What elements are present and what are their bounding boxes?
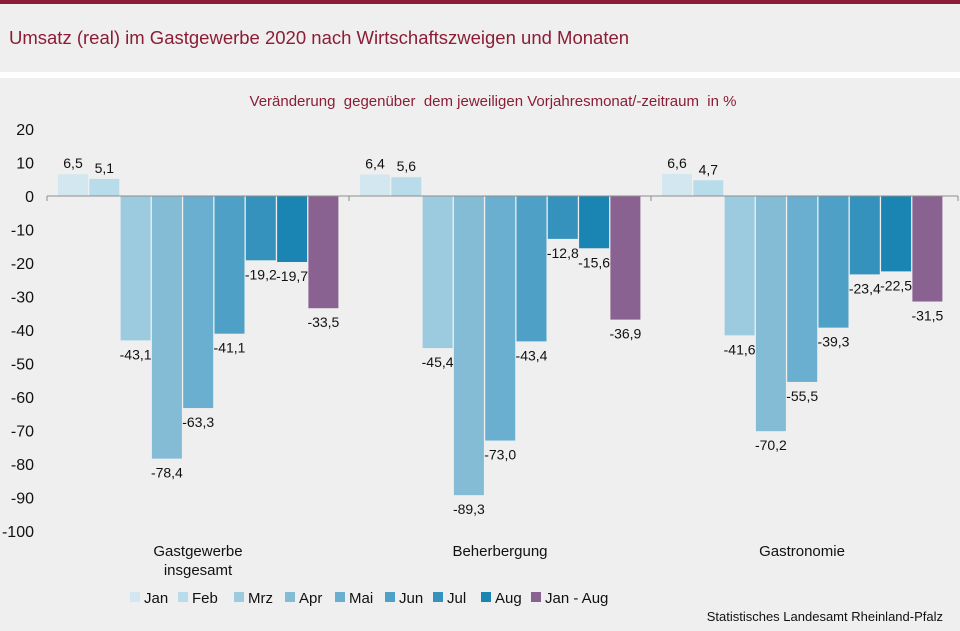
data-label: 5,6 [397,158,417,174]
bar-jul-2 [849,196,880,275]
bar-jan-1 [360,174,390,196]
data-label: 6,6 [667,155,687,171]
y-tick-label: -20 [11,256,34,273]
bar-mrz-1 [422,196,453,349]
legend-label: Jan - Aug [545,590,608,607]
legend-label: Jun [399,590,423,607]
y-tick-label: 10 [16,156,34,173]
bar-mrz-2 [724,196,755,336]
y-tick-label: 20 [16,122,34,139]
data-label: -63,3 [182,414,214,430]
y-tick-label: -70 [11,424,34,441]
legend-label: Apr [299,590,322,607]
source-note: Statistisches Landesamt Rheinland-Pfalz [707,609,943,624]
y-tick-label: -30 [11,290,34,307]
chart-title: Umsatz (real) im Gastgewerbe 2020 nach W… [9,27,630,48]
bar-feb-1 [391,177,422,196]
data-label: 6,5 [63,155,83,171]
y-tick-label: -40 [11,323,34,340]
data-label: -33,5 [307,314,339,330]
legend-label: Aug [495,590,522,607]
data-label: -43,4 [516,347,548,363]
y-tick-label: 0 [25,189,34,206]
data-label: -41,1 [214,340,246,356]
chart-subtitle: Veränderung gegenüber dem jeweiligen Vor… [250,93,737,110]
legend-swatch [335,592,345,602]
bar-jan-2 [662,173,692,196]
data-label: -73,0 [484,447,516,463]
legend-swatch [433,592,443,602]
data-label: 6,4 [365,156,385,172]
category-label: insgesamt [164,562,233,579]
bar-jun-1 [516,196,547,342]
legend-label: Mai [349,590,373,607]
bar-mai-0 [183,196,214,409]
bar-apr-0 [151,196,182,459]
chart-area: Veränderung gegenüber dem jeweiligen Vor… [2,93,959,624]
data-label: -22,5 [880,277,912,293]
y-tick-label: -100 [2,524,34,541]
bar-apr-2 [755,196,786,432]
data-label: -43,1 [120,346,152,362]
data-label: -19,2 [245,266,277,282]
y-tick-label: -50 [11,357,34,374]
bar-jul-1 [547,196,578,239]
data-label: -78,4 [151,465,183,481]
data-label: -70,2 [755,437,787,453]
title-band [0,4,960,72]
bar-jan-aug-0 [308,196,339,309]
bar-aug-1 [579,196,610,249]
data-label: -45,4 [422,354,454,370]
legend-label: Jul [447,590,466,607]
bar-apr-1 [453,196,484,496]
data-label: -12,8 [547,245,579,261]
data-label: -89,3 [453,501,485,517]
legend-swatch [385,592,395,602]
category-label: Beherbergung [452,543,547,560]
legend-label: Jan [144,590,168,607]
data-label: -15,6 [578,254,610,270]
bar-jan-aug-1 [610,196,641,320]
bar-feb-0 [89,178,120,196]
bar-mrz-0 [120,196,151,341]
bar-aug-0 [277,196,308,262]
legend-swatch [531,592,541,602]
legend-swatch [481,592,491,602]
data-label: -23,4 [849,280,881,296]
bar-feb-2 [693,180,724,196]
bar-jan-0 [58,174,88,196]
bar-jun-0 [214,196,245,334]
bar-jan-aug-2 [912,196,943,302]
legend-swatch [234,592,244,602]
data-label: -36,9 [609,326,641,342]
data-label: -41,6 [724,341,756,357]
data-label: -55,5 [786,388,818,404]
data-label: 5,1 [95,160,115,176]
bar-jul-0 [245,196,276,261]
y-tick-label: -10 [11,223,34,240]
data-label: -39,3 [818,334,850,350]
top-rule [0,0,960,4]
bar-aug-2 [881,196,912,272]
band-separator [0,72,960,78]
bar-mai-2 [787,196,818,382]
bar-jun-2 [818,196,849,328]
category-label: Gastronomie [759,543,845,560]
bar-mai-1 [485,196,516,441]
legend-swatch [285,592,295,602]
data-label: -31,5 [911,308,943,324]
y-tick-label: -90 [11,491,34,508]
data-label: -19,7 [276,268,308,284]
y-tick-label: -80 [11,457,34,474]
legend-swatch [130,592,140,602]
category-label: Gastgewerbe [153,543,242,560]
y-tick-label: -60 [11,390,34,407]
legend-label: Feb [192,590,218,607]
data-label: 4,7 [699,161,719,177]
legend-label: Mrz [248,590,273,607]
legend-swatch [178,592,188,602]
